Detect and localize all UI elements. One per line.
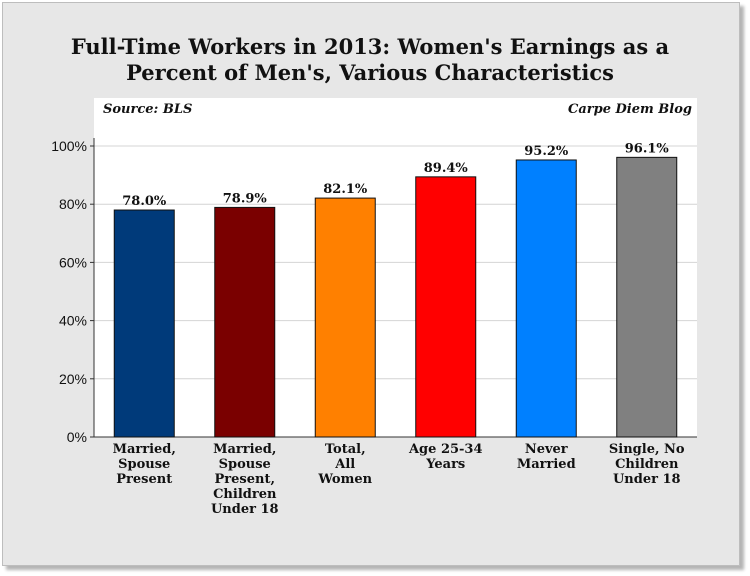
- y-tick-label: 0%: [67, 429, 87, 445]
- blog-label: Carpe Diem Blog: [568, 102, 692, 117]
- data-label: 82.1%: [323, 182, 368, 197]
- x-tick-label: Age 25-34 Years: [408, 442, 483, 472]
- data-label: 89.4%: [424, 161, 469, 176]
- bar: [214, 206, 276, 438]
- x-tick-label: Single, No Children Under 18: [608, 442, 685, 487]
- bar: [515, 159, 577, 438]
- data-label: 78.9%: [223, 191, 268, 206]
- title-line-1: Full-Time Workers in 2013: Women's Earni…: [70, 34, 670, 59]
- y-tick-label: 80%: [59, 196, 87, 212]
- y-tick-label: 20%: [59, 371, 87, 387]
- y-tick-label: 100%: [51, 138, 87, 154]
- data-label: 95.2%: [524, 144, 569, 159]
- bar: [415, 176, 477, 438]
- plot-area: [94, 98, 697, 437]
- y-tick-label: 60%: [59, 254, 87, 270]
- data-label: 96.1%: [625, 141, 670, 156]
- source-label: Source: BLS: [103, 102, 193, 117]
- x-tick-label: Total, All Women: [318, 442, 373, 487]
- title-line-2: Percent of Men's, Various Characteristic…: [126, 60, 614, 85]
- chart-title: Full-Time Workers in 2013: Women's Earni…: [0, 34, 740, 86]
- data-label: 78.0%: [122, 194, 167, 209]
- bar: [616, 156, 678, 438]
- bar: [314, 197, 376, 438]
- x-tick-label: Married, Spouse Present, Children Under 18: [210, 442, 279, 517]
- x-tick-label: Married, Spouse Present: [112, 442, 176, 487]
- bar: [113, 209, 175, 438]
- y-tick-label: 40%: [59, 313, 87, 329]
- x-tick-label: Never Married: [516, 442, 576, 472]
